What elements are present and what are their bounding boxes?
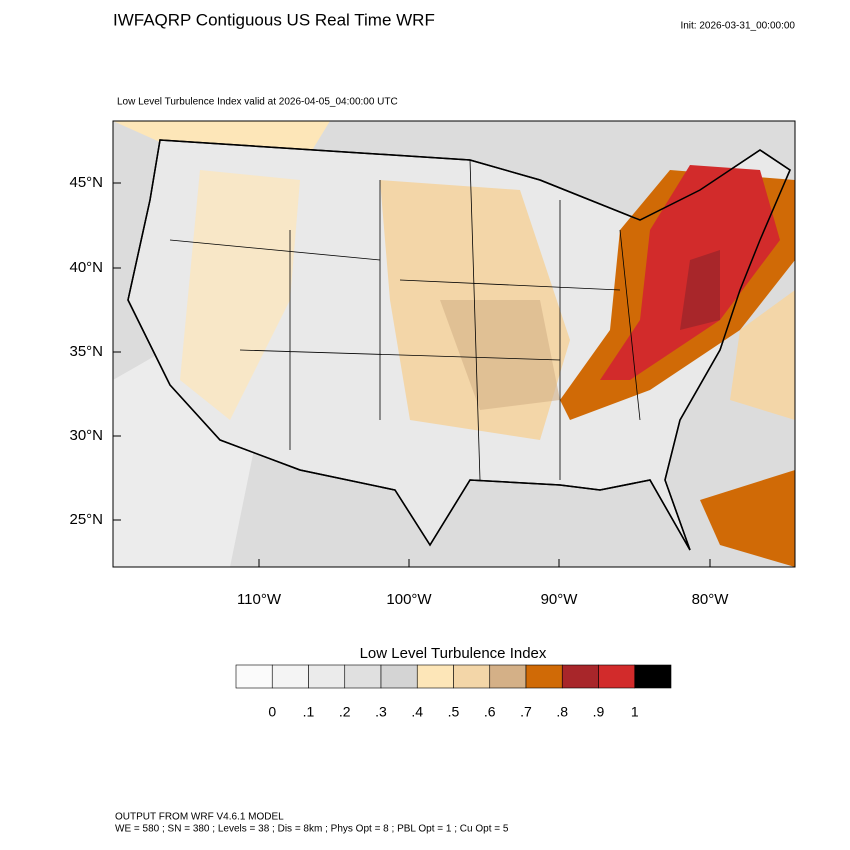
colorbar-swatch [598,664,636,689]
colorbar-swatch [416,664,454,689]
colorbar-swatch [453,664,491,689]
colorbar-title: Low Level Turbulence Index [360,645,547,662]
state-lines [169,159,641,481]
subtitle: Low Level Turbulence Index valid at 2026… [117,97,398,108]
shade [180,170,300,420]
colorbar-swatch [344,664,382,689]
shade [680,250,720,330]
lat-label: 40°N [69,259,103,276]
colorbar-label: 0 [268,704,276,720]
colorbar-swatch [308,664,346,689]
title: IWFAQRP Contiguous US Real Time WRF [113,10,435,29]
shade [730,290,795,420]
colorbar-label: .1 [303,704,315,720]
colorbar-swatch [634,664,672,689]
lon-label: 90°W [541,591,579,608]
footer-line: WE = 580 ; SN = 380 ; Levels = 38 ; Dis … [115,824,509,835]
colorbar-swatch [271,664,309,689]
footer-line: OUTPUT FROM WRF V4.6.1 MODEL [115,812,284,823]
map [112,120,796,568]
colorbar-label: .9 [593,704,605,720]
shade [440,300,560,410]
colorbar: 0 .1 .2 .3 .4 .5 .6 .7 .8 .9 1 [235,664,672,720]
colorbar-label: .5 [448,704,460,720]
lat-label: 35°N [69,343,103,360]
colorbar-swatch [380,664,418,689]
colorbar-swatch [489,664,527,689]
colorbar-label: .3 [375,704,387,720]
axis-labels: 45°N 40°N 35°N 30°N 25°N 110°W 100°W 90°W 80°W [69,174,729,608]
lat-label: 45°N [69,174,103,191]
colorbar-label: .2 [339,704,351,720]
colorbar-label: .7 [520,704,532,720]
colorbar-label: .6 [484,704,496,720]
map-frame [112,120,796,568]
colorbar-label: .8 [556,704,568,720]
shade [700,470,795,567]
init-time: Init: 2026-03-31_00:00:00 [680,21,795,32]
us-border [127,139,791,551]
colorbar-swatch [561,664,599,689]
lat-label: 25°N [69,511,103,528]
colorbar-label: 1 [631,704,639,720]
colorbar-label: .4 [411,704,423,720]
colorbar-swatch [525,664,563,689]
lon-label: 80°W [692,591,730,608]
colorbar-swatch [235,664,273,689]
lon-label: 110°W [237,591,282,608]
lon-label: 100°W [386,591,432,608]
lat-label: 30°N [69,427,103,444]
